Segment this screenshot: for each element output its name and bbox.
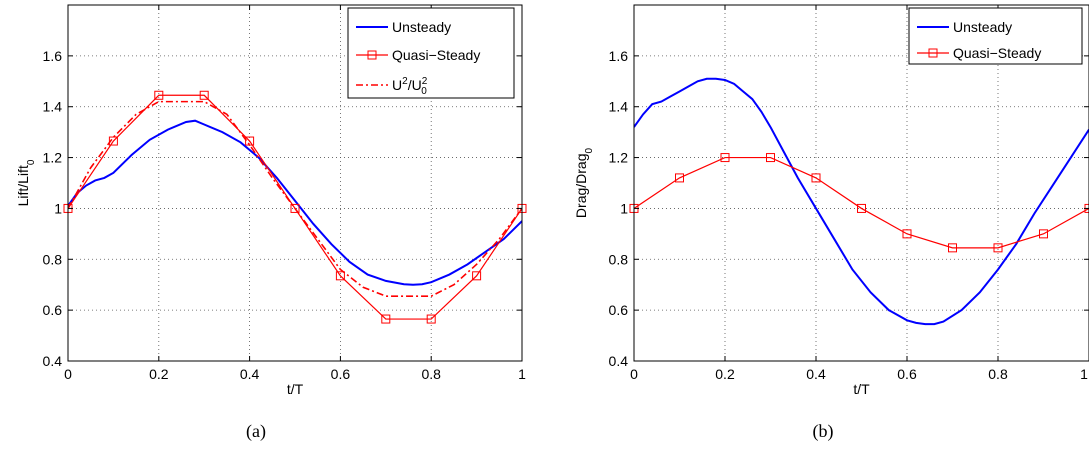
panel-label: (b): [813, 421, 834, 442]
series-group: [634, 77, 1089, 326]
series-group: [68, 94, 522, 320]
series-marker: [199, 90, 209, 100]
y-axis-label: Drag/Drag0: [573, 147, 595, 218]
legend-marker: [928, 48, 938, 58]
series-marker: [108, 136, 118, 146]
legend-marker: [367, 50, 377, 60]
series-marker: [426, 314, 436, 324]
y-tick-label: 1: [620, 200, 628, 216]
series-marker: [948, 243, 957, 253]
series-marker: [811, 173, 821, 183]
x-tick-label: 0.6: [331, 366, 351, 382]
chart-panel-1: 0 0.2 0.4 0.6 0.8 1 0.4 0.6 0.8 1 1.2 1.4 1.6 t/T Lift…: [15, 4, 527, 442]
x-tick-label: 0.2: [715, 366, 735, 382]
series-line-3: [68, 100, 522, 297]
y-tick-label: 0.8: [609, 251, 629, 267]
legend: Unsteady Quasi−Steady U2/U2 0: [347, 7, 515, 99]
y-tick-label: 0.8: [43, 251, 63, 267]
x-tick-label: 0.4: [806, 366, 826, 382]
y-tick-label: 1.4: [43, 99, 63, 115]
y-tick-label: 0.4: [43, 353, 63, 369]
y-tick-label: 1.6: [43, 48, 63, 64]
series-marker: [335, 271, 345, 281]
legend-label-2: Quasi−Steady: [392, 47, 480, 63]
axes-frame: [633, 4, 1089, 362]
y-tick-label: 1.4: [609, 99, 629, 115]
series-marker: [766, 153, 775, 163]
y-axis-label: Lift/Lift0: [15, 159, 37, 206]
x-tick-label: 1: [518, 366, 526, 382]
legend-label-3: U2/U2 0: [392, 76, 428, 97]
series-marker: [902, 229, 912, 239]
x-tick-label: 0.4: [240, 366, 260, 382]
legend-label-1: Unsteady: [392, 19, 451, 35]
series-marker: [381, 314, 391, 324]
x-axis-label: t/T: [287, 381, 304, 397]
series-line-1: [68, 119, 522, 286]
series-marker: [472, 271, 482, 281]
y-tick-label: 1.6: [609, 48, 629, 64]
series-marker: [857, 203, 866, 213]
y-tick-label: 0.6: [43, 302, 63, 318]
y-tick-label: 0.6: [609, 302, 629, 318]
legend-label-2: Quasi−Steady: [953, 45, 1041, 61]
series-marker: [245, 136, 255, 146]
series-line-1: [634, 77, 1089, 326]
series-marker: [720, 153, 730, 163]
y-tick-label: 1.2: [609, 150, 629, 166]
x-tick-label: 0: [64, 366, 72, 382]
y-tick-label: 0.4: [609, 353, 629, 369]
x-tick-label: 0: [630, 366, 638, 382]
chart-panel-2: 0 0.2 0.4 0.6 0.8 1 0.4 0.6 0.8 1 1.2 1.4 1.6 t/T Drag…: [573, 4, 1089, 442]
x-tick-label: 0.6: [897, 366, 917, 382]
y-tick-label: 1: [54, 200, 62, 216]
x-axis-label: t/T: [853, 381, 870, 397]
x-tick-label: 0.8: [988, 366, 1008, 382]
series-marker: [154, 90, 164, 100]
legend-box: [908, 7, 1083, 65]
series-marker: [675, 173, 684, 183]
legend: Unsteady Quasi−Steady: [908, 7, 1083, 65]
legend-label-1: Unsteady: [953, 19, 1012, 35]
x-tick-label: 1: [1080, 366, 1088, 382]
series-marker: [1039, 229, 1048, 239]
y-tick-label: 1.2: [43, 150, 63, 166]
axes-frame: [67, 4, 523, 362]
x-tick-label: 0.8: [421, 366, 441, 382]
series-marker: [290, 203, 300, 213]
panel-label: (a): [246, 421, 266, 442]
series-line-2: [634, 156, 1089, 249]
series-marker: [993, 243, 1003, 253]
x-tick-label: 0.2: [149, 366, 169, 382]
